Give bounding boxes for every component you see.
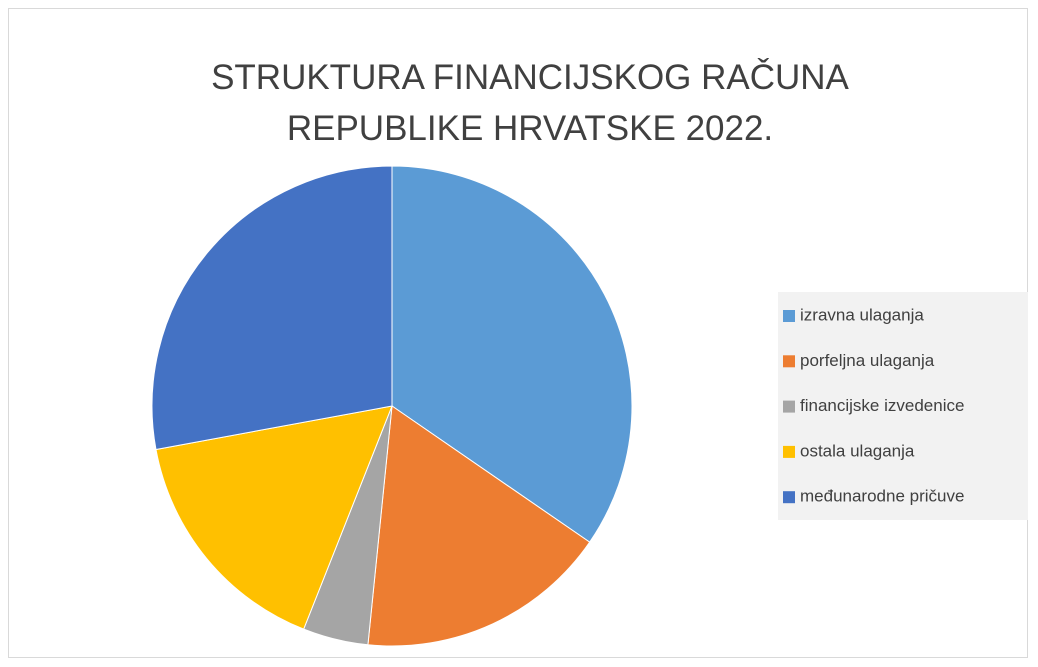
pie-slice: [155, 405, 393, 630]
legend-label: porfeljna ulaganja: [800, 351, 935, 370]
legend-swatch: [783, 355, 795, 368]
legend-label: ostala ulaganja: [800, 441, 915, 460]
legend-swatch: [783, 400, 795, 413]
pie-slice: [367, 405, 591, 647]
legend-label: izravna ulaganja: [800, 305, 924, 324]
legend-swatch: [783, 310, 795, 322]
pie-slice: [391, 165, 633, 543]
legend-label: međunarodne pričuve: [800, 487, 964, 506]
pie-slice: [151, 165, 393, 451]
chart-title: STRUKTURA FINANCIJSKOG RAČUNA REPUBLIKE …: [211, 58, 849, 148]
legend-box: [778, 292, 1028, 520]
legend-swatch: [783, 491, 795, 504]
legend-swatch: [783, 445, 795, 458]
legend-label: financijske izvedenice: [800, 396, 964, 415]
